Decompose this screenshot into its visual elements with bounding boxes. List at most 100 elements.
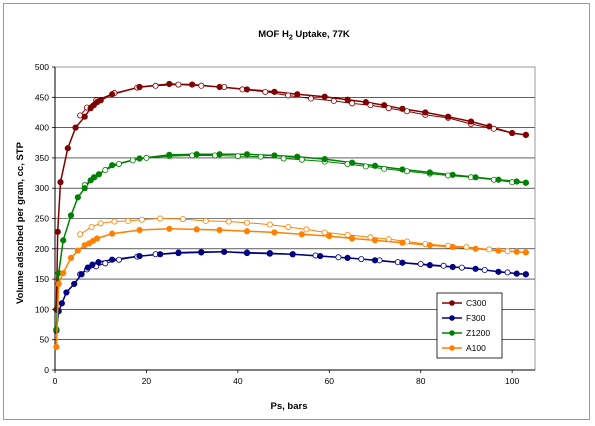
adsorption-point bbox=[166, 225, 173, 232]
adsorption-point bbox=[109, 162, 116, 169]
adsorption-point bbox=[198, 249, 205, 256]
adsorption-point bbox=[193, 151, 200, 158]
adsorption-point bbox=[271, 88, 278, 95]
adsorption-point bbox=[271, 229, 278, 236]
adsorption-point bbox=[371, 257, 379, 264]
x-tick-label: 40 bbox=[233, 376, 243, 386]
adsorption-point bbox=[495, 268, 502, 275]
desorption-line bbox=[84, 155, 526, 186]
desorption-point bbox=[97, 220, 104, 227]
series-a100 bbox=[53, 215, 529, 351]
adsorption-point bbox=[57, 179, 64, 186]
desorption-point bbox=[266, 221, 273, 228]
adsorption-point bbox=[97, 97, 104, 104]
y-tick-label: 200 bbox=[35, 244, 49, 254]
desorption-point bbox=[403, 108, 410, 115]
desorption-point bbox=[344, 231, 351, 238]
desorption-point bbox=[321, 229, 328, 236]
desorption-point bbox=[225, 218, 232, 225]
adsorption-point bbox=[349, 235, 356, 242]
adsorption-point bbox=[60, 237, 67, 244]
adsorption-point bbox=[216, 151, 223, 158]
adsorption-point bbox=[54, 228, 61, 235]
y-tick-label: 150 bbox=[35, 274, 49, 284]
tick-labels: 0 50 100 150 200 250 300 350 400 450 500 0 20 40 60 80 1… bbox=[35, 62, 520, 386]
series-z1200 bbox=[53, 151, 529, 333]
adsorption-point bbox=[513, 178, 520, 185]
legend-box bbox=[436, 292, 503, 359]
desorption-point bbox=[143, 154, 150, 161]
adsorption-point bbox=[344, 96, 351, 103]
adsorption-line bbox=[55, 83, 526, 310]
desorption-point bbox=[198, 82, 205, 89]
desorption-point bbox=[362, 163, 369, 170]
x-axis-label: Ps, bars bbox=[271, 401, 308, 412]
desorption-point bbox=[330, 97, 337, 104]
adsorption-point bbox=[136, 226, 143, 234]
desorption-point bbox=[490, 125, 497, 132]
desorption-point bbox=[463, 243, 470, 250]
adsorption-point bbox=[495, 247, 502, 254]
adsorption-point bbox=[289, 251, 296, 258]
adsorption-point bbox=[109, 256, 116, 263]
adsorption-point bbox=[422, 109, 429, 116]
adsorption-point bbox=[81, 185, 88, 192]
legend-marker bbox=[449, 345, 455, 351]
legend-label: C300 bbox=[466, 298, 487, 308]
adsorption-point bbox=[445, 113, 452, 120]
legend-marker bbox=[449, 315, 455, 321]
adsorption-point bbox=[371, 162, 379, 169]
adsorption-point bbox=[95, 171, 102, 178]
desorption-point bbox=[102, 260, 109, 267]
adsorption-point bbox=[362, 99, 369, 106]
x-tick-label: 0 bbox=[53, 376, 58, 386]
desorption-point bbox=[202, 217, 209, 224]
adsorption-point bbox=[522, 131, 529, 138]
adsorption-point bbox=[522, 179, 529, 186]
desorption-point bbox=[125, 217, 132, 224]
desorption-point bbox=[335, 254, 342, 261]
series-f300 bbox=[53, 248, 529, 334]
adsorption-point bbox=[426, 169, 433, 176]
adsorption-point bbox=[243, 86, 251, 93]
adsorption-point bbox=[136, 252, 143, 260]
adsorption-point bbox=[321, 93, 328, 100]
y-tick-label: 250 bbox=[35, 214, 49, 224]
adsorption-point bbox=[67, 254, 75, 261]
adsorption-point bbox=[189, 81, 196, 88]
adsorption-point bbox=[78, 271, 85, 278]
series-c300 bbox=[53, 80, 529, 313]
desorption-point bbox=[440, 262, 447, 269]
adsorption-point bbox=[60, 269, 67, 277]
adsorption-point bbox=[53, 343, 60, 351]
desorption-point bbox=[417, 260, 424, 267]
adsorption-point bbox=[472, 245, 479, 252]
adsorption-point bbox=[349, 159, 356, 166]
desorption-point bbox=[175, 81, 182, 88]
adsorption-point bbox=[71, 280, 78, 288]
desorption-point bbox=[367, 234, 374, 241]
desorption-point bbox=[280, 155, 287, 162]
adsorption-point bbox=[381, 102, 388, 109]
adsorption-point bbox=[72, 124, 79, 131]
legend-label: A100 bbox=[466, 343, 486, 353]
desorption-point bbox=[152, 82, 159, 89]
y-axis-label: Volume adsorbed per gram, cc, STP bbox=[15, 141, 26, 304]
desorption-point bbox=[116, 256, 123, 263]
x-tick-label: 60 bbox=[325, 376, 335, 386]
adsorption-point bbox=[522, 249, 529, 256]
adsorption-point bbox=[344, 254, 351, 261]
adsorption-point bbox=[467, 118, 475, 125]
chart-title-main: MOF H bbox=[258, 29, 289, 40]
x-tick-label: 20 bbox=[142, 376, 152, 386]
adsorption-point bbox=[449, 171, 456, 178]
adsorption-point bbox=[317, 252, 324, 260]
adsorption-point bbox=[449, 263, 456, 271]
desorption-point bbox=[458, 264, 465, 271]
adsorption-point bbox=[371, 237, 379, 244]
y-tick-label: 500 bbox=[35, 62, 49, 72]
adsorption-point bbox=[81, 113, 88, 120]
adsorption-point bbox=[109, 91, 116, 98]
y-tick-label: 50 bbox=[40, 335, 50, 345]
axes bbox=[52, 66, 536, 373]
